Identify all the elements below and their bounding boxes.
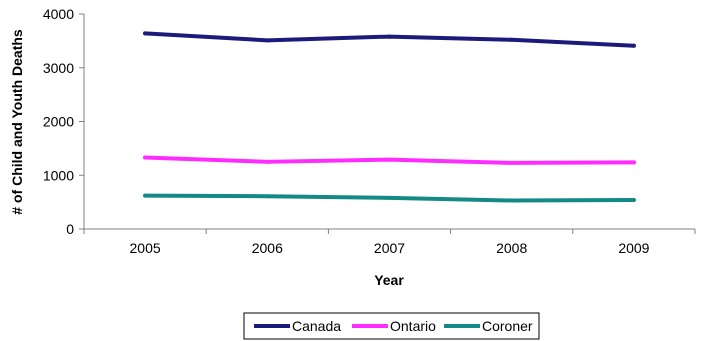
y-tick-label: 2000 (43, 114, 74, 130)
data-point-canada (143, 31, 148, 36)
data-point-canada (387, 34, 392, 39)
data-point-coroner (631, 197, 636, 202)
y-tick-label: 4000 (43, 6, 74, 22)
data-point-ontario (387, 157, 392, 162)
data-point-canada (509, 37, 514, 42)
legend: Canada Ontario Coroner (243, 312, 540, 340)
x-tick-label: 2005 (130, 240, 161, 256)
y-ticks: 0 1000 2000 3000 4000 (43, 6, 84, 237)
x-tick-label: 2006 (252, 240, 283, 256)
data-point-ontario (509, 160, 514, 165)
legend-label-coroner: Coroner (482, 318, 533, 334)
series-lines (143, 31, 636, 203)
data-point-coroner (143, 193, 148, 198)
data-point-canada (265, 38, 270, 43)
data-point-ontario (265, 159, 270, 164)
legend-box (243, 312, 540, 340)
data-point-ontario (631, 160, 636, 165)
y-tick-label: 3000 (43, 60, 74, 76)
x-ticks: 2005 2006 2007 2008 2009 (83, 229, 696, 256)
x-tick-label: 2008 (496, 240, 527, 256)
data-point-coroner (265, 194, 270, 199)
x-axis-title: Year (374, 272, 404, 288)
y-tick-label: 0 (66, 221, 74, 237)
legend-label-ontario: Ontario (390, 318, 436, 334)
y-tick-label: 1000 (43, 167, 74, 183)
x-tick-label: 2007 (374, 240, 405, 256)
y-axis-title: # of Child and Youth Deaths (9, 29, 25, 215)
legend-items: Canada Ontario Coroner (254, 318, 533, 334)
data-point-coroner (387, 195, 392, 200)
data-point-canada (631, 43, 636, 48)
data-point-ontario (143, 155, 148, 160)
data-point-coroner (509, 198, 514, 203)
legend-label-canada: Canada (292, 318, 341, 334)
x-tick-label: 2009 (618, 240, 649, 256)
